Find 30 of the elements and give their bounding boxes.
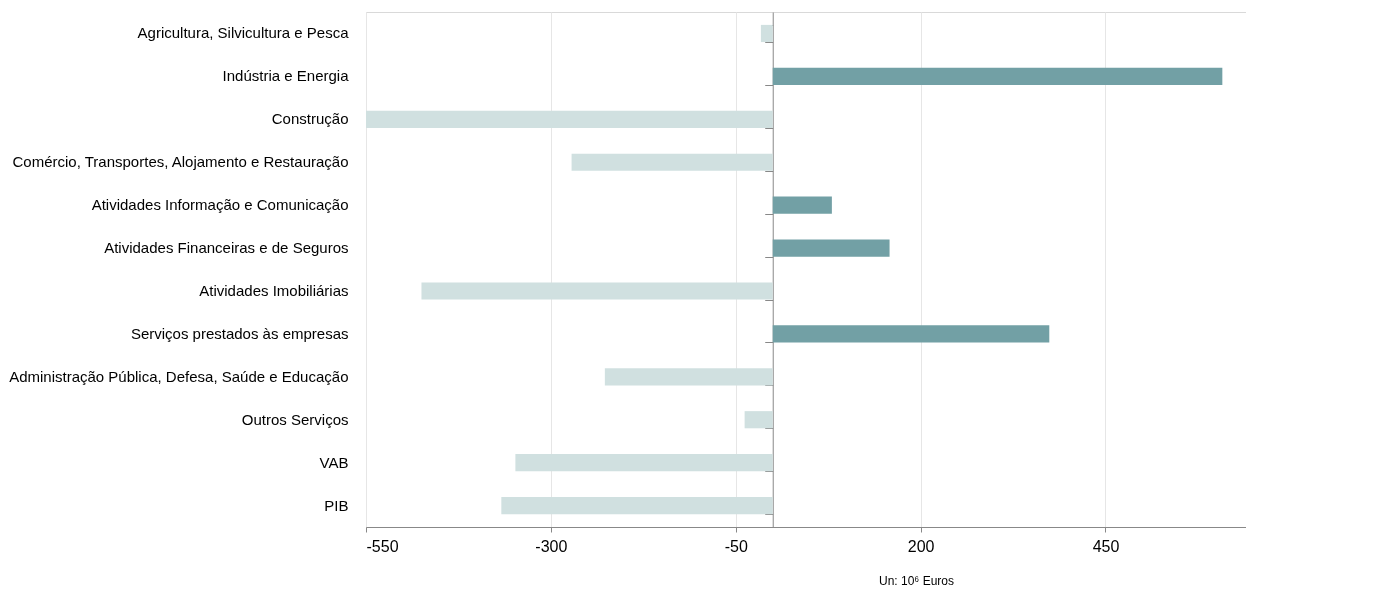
x-axis-title: Un: 10⁶ Euros	[879, 573, 954, 588]
y-tick-label: Construção	[271, 110, 349, 128]
y-tick-label: Atividades Financeiras e de Seguros	[104, 239, 349, 257]
y-tick-label: Serviços prestados às empresas	[130, 324, 349, 342]
bar	[772, 239, 890, 257]
x-tick-label: 200	[907, 537, 935, 555]
y-tick-label: VAB	[319, 453, 349, 471]
bar	[571, 153, 773, 171]
x-tick-label: -550	[366, 537, 399, 555]
y-tick-label: Atividades Imobiliárias	[199, 281, 349, 299]
bar	[772, 325, 1050, 343]
bar	[366, 110, 773, 128]
bar	[515, 454, 773, 472]
y-tick-label: Indústria e Energia	[222, 67, 350, 85]
y-tick-label: Outros Serviços	[241, 410, 349, 428]
x-tick-label: -50	[724, 537, 748, 555]
y-tick-label: Atividades Informação e Comunicação	[91, 196, 349, 214]
y-tick-label: PIB	[324, 496, 349, 514]
y-tick-label: Agricultura, Silvicultura e Pesca	[137, 24, 350, 42]
y-tick-label: Administração Pública, Defesa, Saúde e Educação	[9, 367, 349, 385]
bar	[772, 196, 832, 214]
bar	[744, 411, 773, 429]
bar	[604, 368, 773, 386]
bar	[772, 67, 1223, 85]
y-tick-label: Comércio, Transportes, Alojamento e Restauração	[12, 153, 349, 171]
bar	[421, 282, 773, 300]
bar	[501, 496, 773, 515]
x-tick-label: 450	[1092, 537, 1120, 555]
x-tick-label: -300	[535, 537, 568, 555]
bar	[760, 24, 773, 43]
